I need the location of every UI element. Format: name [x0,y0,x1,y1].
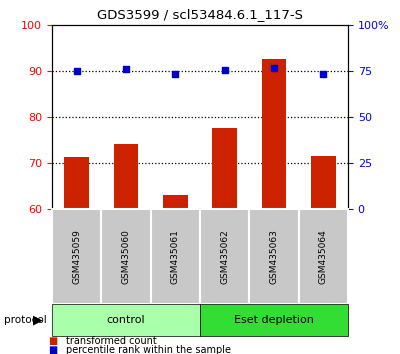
Bar [262,59,286,209]
Bar [200,304,348,336]
Text: ■: ■ [48,345,57,354]
Text: protocol: protocol [4,315,47,325]
Point [172,71,178,76]
Bar [311,156,336,209]
Text: Eset depletion: Eset depletion [234,315,314,325]
Bar [163,195,188,209]
Bar [64,157,89,209]
Text: GSM435060: GSM435060 [122,229,130,284]
Bar [151,209,200,304]
Text: ■: ■ [48,336,57,346]
Point [123,66,129,72]
Point [74,68,80,74]
Title: GDS3599 / scl53484.6.1_117-S: GDS3599 / scl53484.6.1_117-S [97,8,303,21]
Point [271,65,277,71]
Text: GSM435061: GSM435061 [171,229,180,284]
Text: transformed count: transformed count [66,336,157,346]
Bar [299,209,348,304]
Point [222,67,228,73]
Bar [52,304,200,336]
Text: percentile rank within the sample: percentile rank within the sample [66,345,231,354]
Text: GSM435062: GSM435062 [220,229,229,284]
Text: GSM435059: GSM435059 [72,229,81,284]
Text: GSM435064: GSM435064 [319,229,328,284]
Bar [114,144,138,209]
Point [320,71,326,76]
Bar [249,209,299,304]
Text: ▶: ▶ [33,314,43,327]
Bar [52,209,101,304]
Bar [101,209,151,304]
Text: control: control [107,315,145,325]
Bar [200,209,249,304]
Text: GSM435063: GSM435063 [270,229,278,284]
Bar [212,129,237,209]
